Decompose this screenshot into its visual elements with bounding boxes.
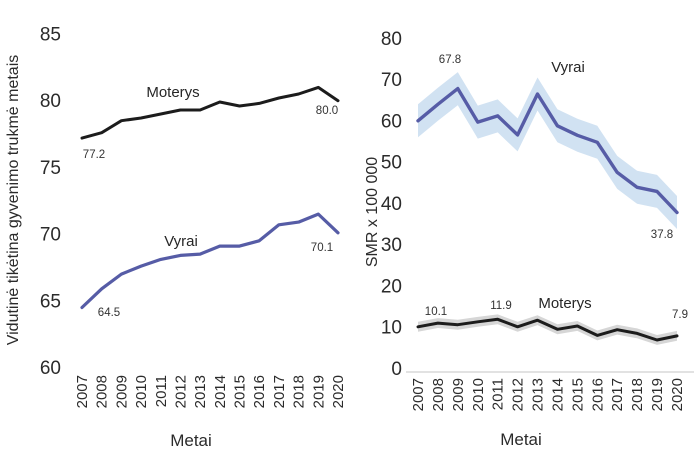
ci-band-moterys: [418, 314, 677, 345]
y-tick-label: 30: [381, 235, 402, 256]
y-tick-label: 0: [391, 359, 402, 380]
data-label-vyrai-last: 37.8: [651, 229, 673, 241]
y-tick-label: 60: [381, 111, 402, 132]
x-tick-label: 2014: [549, 378, 566, 411]
y-axis-title: Vidutinė tikėtina gyvenimo trukmė metais: [5, 55, 22, 346]
data-label-moterys-peak: 11.9: [490, 300, 512, 312]
x-tick-label: 2014: [212, 375, 229, 408]
series-label-vyrai: Vyrai: [551, 59, 585, 76]
y-tick-label: 70: [40, 225, 61, 246]
series-line-vyrai: [416, 86, 679, 215]
y-tick-label: 80: [40, 91, 61, 112]
series-line-moterys: [80, 85, 340, 140]
data-label-vyrai-first: 64.5: [98, 307, 120, 319]
x-tick-label: 2020: [330, 375, 347, 408]
x-tick-label: 2009: [113, 375, 130, 408]
x-axis-title: Metai: [500, 430, 542, 449]
data-label-moterys-last: 80.0: [316, 105, 338, 117]
y-tick-label: 20: [381, 276, 402, 297]
x-tick-label: 2008: [430, 378, 447, 411]
data-label-moterys-last: 7.9: [672, 309, 688, 321]
data-label-vyrai-peak: 67.8: [439, 54, 461, 66]
x-tick-label: 2016: [589, 378, 606, 411]
x-tick-label: 2007: [410, 378, 427, 411]
y-tick-label: 60: [40, 358, 61, 379]
data-label-moterys-first: 10.1: [425, 306, 447, 318]
y-tick-label: 75: [40, 158, 61, 179]
x-tick-label: 2010: [133, 375, 150, 408]
series-label-moterys: Moterys: [538, 295, 591, 312]
x-tick-label: 2017: [271, 375, 288, 408]
x-tick-label: 2015: [232, 375, 249, 408]
x-tick-label: 2011: [153, 375, 170, 407]
x-tick-label: 2015: [569, 378, 586, 411]
ci-band-vyrai: [418, 72, 677, 229]
series-label-vyrai: Vyrai: [164, 233, 198, 250]
x-tick-label: 2018: [291, 375, 308, 408]
x-tick-label: 2016: [251, 375, 268, 408]
x-tick-label: 2009: [450, 378, 467, 411]
x-tick-label: 2017: [609, 378, 626, 411]
y-axis-title: SMR x 100 000: [364, 157, 381, 267]
y-tick-label: 10: [381, 318, 402, 339]
x-tick-label: 2019: [649, 378, 666, 411]
series-line-moterys: [416, 317, 679, 342]
series-line-vyrai: [80, 212, 340, 310]
y-tick-label: 40: [381, 194, 402, 215]
data-label-moterys-first: 77.2: [83, 149, 105, 161]
x-tick-label: 2011: [490, 378, 507, 410]
y-tick-label: 65: [40, 291, 61, 312]
y-tick-label: 85: [40, 25, 61, 46]
data-label-vyrai-last: 70.1: [311, 242, 333, 254]
x-tick-label: 2020: [669, 378, 686, 411]
x-tick-label: 2019: [310, 375, 327, 408]
x-tick-label: 2012: [510, 378, 527, 411]
series-label-moterys: Moterys: [146, 84, 199, 101]
y-tick-label: 70: [381, 70, 402, 91]
x-tick-label: 2018: [629, 378, 646, 411]
x-tick-label: 2013: [530, 378, 547, 411]
x-tick-label: 2007: [74, 375, 91, 408]
x-axis-title: Metai: [170, 431, 212, 450]
x-tick-label: 2012: [172, 375, 189, 408]
y-tick-label: 80: [381, 29, 402, 50]
x-tick-label: 2008: [94, 375, 111, 408]
y-tick-label: 50: [381, 153, 402, 174]
x-tick-label: 2013: [192, 375, 209, 408]
chart-life-expectancy: 85 80 75 70 65 60 2007 2008 2009 2010 2011 2012 2013…: [5, 25, 347, 451]
x-tick-label: 2010: [470, 378, 487, 411]
